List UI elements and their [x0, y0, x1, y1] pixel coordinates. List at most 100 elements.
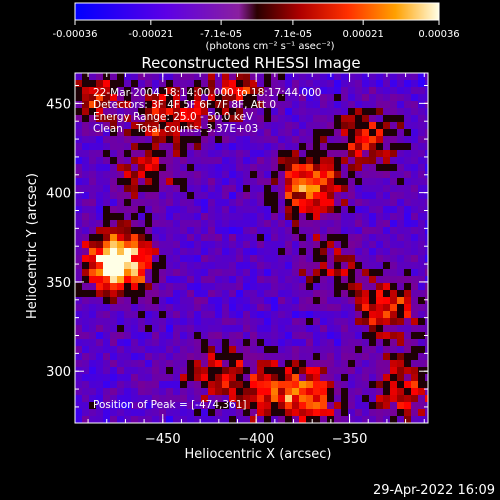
heatmap-cell	[383, 283, 390, 290]
heatmap-cell	[208, 283, 215, 290]
heatmap-cell	[82, 108, 89, 115]
heatmap-cell	[257, 171, 264, 178]
heatmap-cell	[222, 395, 229, 402]
heatmap-cell	[320, 339, 327, 346]
heatmap-cell	[257, 325, 264, 332]
heatmap-cell	[173, 304, 180, 311]
heatmap-cell	[285, 346, 292, 353]
heatmap-cell	[201, 213, 208, 220]
heatmap-cell	[96, 206, 103, 213]
heatmap-cell	[243, 332, 250, 339]
heatmap-cell	[243, 388, 250, 395]
heatmap-cell	[404, 94, 411, 101]
heatmap-cell	[187, 290, 194, 297]
heatmap-cell	[376, 276, 383, 283]
heatmap-cell	[215, 136, 222, 143]
heatmap-cell	[397, 178, 404, 185]
heatmap-cell	[180, 241, 187, 248]
heatmap-cell	[250, 269, 257, 276]
heatmap-cell	[89, 409, 96, 416]
heatmap-cell	[313, 409, 320, 416]
heatmap-cell	[264, 416, 271, 423]
heatmap-cell	[334, 353, 341, 360]
heatmap-cell	[131, 325, 138, 332]
heatmap-cell	[159, 87, 166, 94]
heatmap-cell	[355, 129, 362, 136]
heatmap-cell	[222, 402, 229, 409]
heatmap-cell	[138, 388, 145, 395]
heatmap-cell	[411, 339, 418, 346]
heatmap-cell	[110, 136, 117, 143]
heatmap-cell	[229, 108, 236, 115]
heatmap-cell	[243, 73, 250, 80]
heatmap-cell	[320, 269, 327, 276]
heatmap-cell	[355, 311, 362, 318]
heatmap-cell	[229, 101, 236, 108]
heatmap-cell	[159, 122, 166, 129]
heatmap-cell	[194, 150, 201, 157]
heatmap-cell	[166, 115, 173, 122]
heatmap-cell	[180, 395, 187, 402]
heatmap-cell	[145, 318, 152, 325]
heatmap-cell	[110, 80, 117, 87]
heatmap-cell	[362, 206, 369, 213]
heatmap-cell	[152, 297, 159, 304]
heatmap-cell	[82, 409, 89, 416]
heatmap-cell	[89, 178, 96, 185]
heatmap-cell	[89, 234, 96, 241]
heatmap-cell	[313, 416, 320, 423]
heatmap-cell	[418, 213, 425, 220]
heatmap-cell	[299, 136, 306, 143]
heatmap-cell	[194, 381, 201, 388]
heatmap-cell	[243, 234, 250, 241]
heatmap-cell	[89, 192, 96, 199]
heatmap-cell	[117, 199, 124, 206]
heatmap-cell	[208, 115, 215, 122]
heatmap-cell	[96, 136, 103, 143]
heatmap-cell	[257, 122, 264, 129]
heatmap-cell	[166, 402, 173, 409]
heatmap-cell	[278, 346, 285, 353]
heatmap-cell	[215, 171, 222, 178]
heatmap-cell	[173, 395, 180, 402]
heatmap-cell	[208, 192, 215, 199]
heatmap-cell	[208, 353, 215, 360]
heatmap-cell	[82, 227, 89, 234]
heatmap-cell	[103, 171, 110, 178]
heatmap-cell	[236, 402, 243, 409]
heatmap-cell	[306, 143, 313, 150]
heatmap-cell	[292, 157, 299, 164]
heatmap-cell	[348, 129, 355, 136]
heatmap-cell	[418, 339, 425, 346]
heatmap-cell	[236, 115, 243, 122]
heatmap-cell	[180, 199, 187, 206]
heatmap-cell	[355, 304, 362, 311]
heatmap-cell	[236, 192, 243, 199]
chart-title: Reconstructed RHESSI Image	[141, 54, 360, 72]
heatmap-cell	[299, 290, 306, 297]
heatmap-cell	[117, 73, 124, 80]
heatmap-cell	[194, 192, 201, 199]
heatmap-cell	[208, 311, 215, 318]
heatmap-cell	[278, 381, 285, 388]
heatmap-cell	[187, 136, 194, 143]
heatmap-cell	[187, 402, 194, 409]
heatmap-cell	[75, 101, 82, 108]
heatmap-cell	[376, 360, 383, 367]
heatmap-cell	[320, 150, 327, 157]
heatmap-cell	[397, 129, 404, 136]
heatmap-cell	[222, 87, 229, 94]
heatmap-cell	[299, 269, 306, 276]
heatmap-cell	[243, 178, 250, 185]
heatmap-cell	[320, 416, 327, 423]
heatmap-cell	[110, 87, 117, 94]
heatmap-cell	[320, 276, 327, 283]
heatmap-cell	[299, 381, 306, 388]
heatmap-cell	[75, 73, 82, 80]
heatmap-cell	[82, 311, 89, 318]
heatmap-cell	[117, 388, 124, 395]
heatmap-cell	[117, 409, 124, 416]
heatmap-cell	[180, 325, 187, 332]
heatmap-cell	[362, 234, 369, 241]
heatmap-cell	[376, 164, 383, 171]
